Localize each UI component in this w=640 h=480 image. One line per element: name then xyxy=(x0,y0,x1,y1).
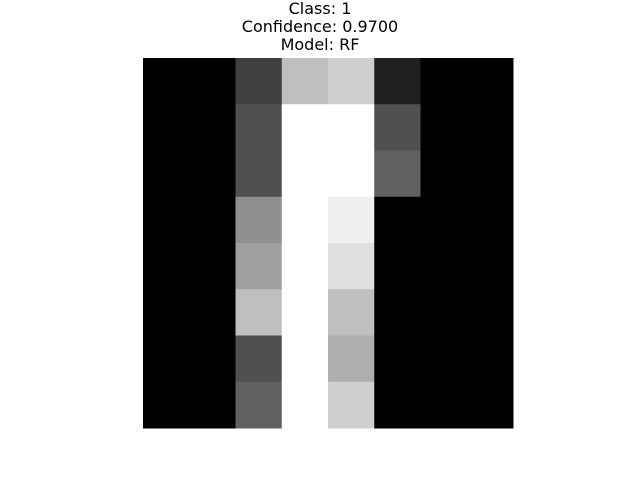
heatmap-cell-r2-c7 xyxy=(466,150,514,198)
heatmap-cell-r0-c0 xyxy=(143,58,190,105)
heatmap-cell-r4-c0 xyxy=(143,243,190,290)
heatmap-cell-r4-c7 xyxy=(466,243,514,290)
heatmap-cell-r5-c5 xyxy=(374,289,421,336)
heatmap-cell-r7-c5 xyxy=(374,381,421,429)
heatmap-cell-r1-c2 xyxy=(235,104,283,151)
heatmap-cell-r6-c2 xyxy=(235,335,283,383)
heatmap-cells xyxy=(143,58,514,429)
heatmap-cell-r4-c2 xyxy=(235,243,283,290)
heatmap-cell-r7-c4 xyxy=(328,381,375,429)
heatmap-cell-r5-c2 xyxy=(235,289,283,336)
heatmap-cell-r6-c5 xyxy=(374,335,421,383)
heatmap-cell-r1-c3 xyxy=(281,104,329,151)
heatmap-cell-r0-c7 xyxy=(466,58,514,105)
heatmap-cell-r4-c6 xyxy=(420,243,468,290)
heatmap-cell-r6-c1 xyxy=(189,335,236,383)
heatmap-cell-r3-c1 xyxy=(189,196,236,244)
heatmap-cell-r4-c5 xyxy=(374,243,421,290)
heatmap-cell-r0-c3 xyxy=(281,58,329,105)
title-class: Class: 1 xyxy=(288,0,352,18)
heatmap-cell-r1-c4 xyxy=(328,104,375,151)
heatmap-cell-r7-c7 xyxy=(466,381,514,429)
heatmap-cell-r5-c1 xyxy=(189,289,236,336)
heatmap-cell-r1-c5 xyxy=(374,104,421,151)
heatmap-cell-r7-c1 xyxy=(189,381,236,429)
heatmap-cell-r1-c6 xyxy=(420,104,468,151)
heatmap-cell-r3-c7 xyxy=(466,196,514,244)
heatmap-cell-r2-c3 xyxy=(281,150,329,198)
heatmap-cell-r3-c3 xyxy=(281,196,329,244)
heatmap-cell-r0-c5 xyxy=(374,58,421,105)
heatmap-cell-r4-c3 xyxy=(281,243,329,290)
heatmap-cell-r4-c1 xyxy=(189,243,236,290)
heatmap-cell-r7-c0 xyxy=(143,381,190,429)
heatmap-cell-r6-c7 xyxy=(466,335,514,383)
heatmap-cell-r6-c6 xyxy=(420,335,468,383)
title-model: Model: RF xyxy=(280,35,360,54)
heatmap-cell-r4-c4 xyxy=(328,243,375,290)
heatmap-cell-r7-c3 xyxy=(281,381,329,429)
heatmap-cell-r5-c0 xyxy=(143,289,190,336)
heatmap-cell-r0-c1 xyxy=(189,58,236,105)
title-confidence: Confidence: 0.9700 xyxy=(241,17,399,36)
heatmap-cell-r6-c0 xyxy=(143,335,190,383)
heatmap-cell-r1-c7 xyxy=(466,104,514,151)
heatmap-cell-r3-c0 xyxy=(143,196,190,244)
heatmap-cell-r6-c4 xyxy=(328,335,375,383)
heatmap-cell-r2-c2 xyxy=(235,150,283,198)
heatmap-cell-r2-c0 xyxy=(143,150,190,198)
heatmap-cell-r2-c1 xyxy=(189,150,236,198)
heatmap-cell-r0-c2 xyxy=(235,58,283,105)
heatmap-cell-r2-c4 xyxy=(328,150,375,198)
heatmap-cell-r5-c3 xyxy=(281,289,329,336)
heatmap-cell-r3-c2 xyxy=(235,196,283,244)
heatmap-cell-r3-c6 xyxy=(420,196,468,244)
heatmap-cell-r5-c7 xyxy=(466,289,514,336)
heatmap-cell-r3-c5 xyxy=(374,196,421,244)
heatmap-cell-r3-c4 xyxy=(328,196,375,244)
heatmap-cell-r2-c6 xyxy=(420,150,468,198)
heatmap-cell-r1-c0 xyxy=(143,104,190,151)
heatmap-cell-r0-c4 xyxy=(328,58,375,105)
heatmap-cell-r5-c6 xyxy=(420,289,468,336)
heatmap-cell-r7-c2 xyxy=(235,381,283,429)
heatmap-cell-r7-c6 xyxy=(420,381,468,429)
heatmap-cell-r1-c1 xyxy=(189,104,236,151)
heatmap-cell-r5-c4 xyxy=(328,289,375,336)
heatmap-cell-r0-c6 xyxy=(420,58,468,105)
heatmap-cell-r2-c5 xyxy=(374,150,421,198)
heatmap-cell-r6-c3 xyxy=(281,335,329,383)
